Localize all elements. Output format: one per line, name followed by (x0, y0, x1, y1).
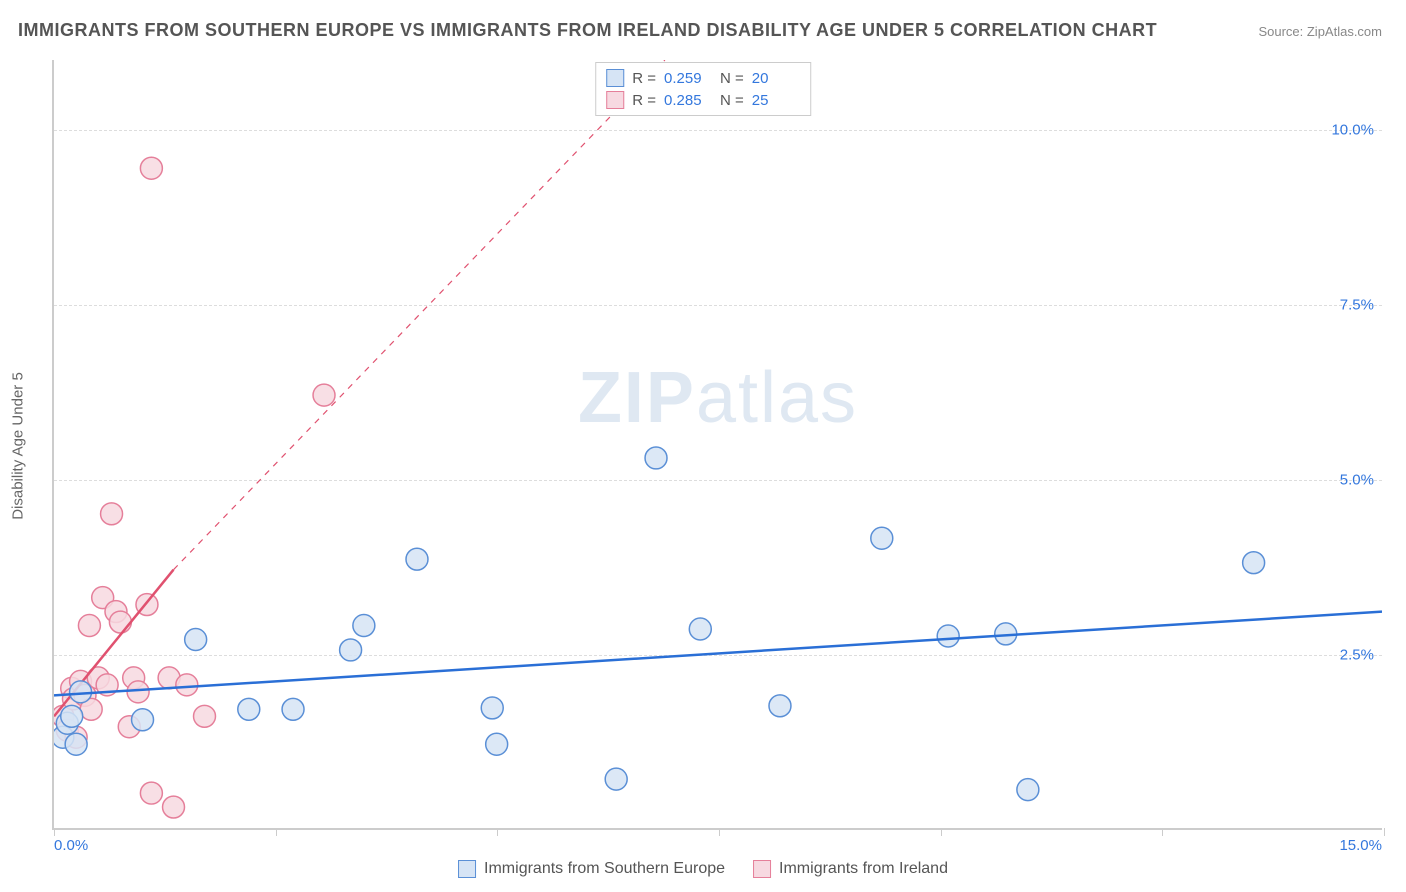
scatter-point-ireland (140, 782, 162, 804)
scatter-point-southern-europe (1017, 779, 1039, 801)
scatter-point-southern-europe (689, 618, 711, 640)
series-legend: Immigrants from Southern Europe Immigran… (458, 860, 948, 878)
scatter-point-southern-europe (70, 681, 92, 703)
scatter-point-southern-europe (605, 768, 627, 790)
swatch-series-2 (606, 91, 624, 109)
correlation-legend: R = 0.259 N = 20 R = 0.285 N = 25 (595, 62, 811, 116)
scatter-point-ireland (163, 796, 185, 818)
scatter-point-southern-europe (937, 625, 959, 647)
n-label: N = (720, 70, 744, 87)
scatter-point-southern-europe (65, 733, 87, 755)
source-attribution: Source: ZipAtlas.com (1258, 24, 1382, 39)
legend-item-2: Immigrants from Ireland (753, 860, 948, 878)
legend-row-series-2: R = 0.285 N = 25 (606, 89, 800, 111)
x-tick (1384, 828, 1385, 836)
x-tick (1162, 828, 1163, 836)
n-value-2: 25 (752, 92, 800, 109)
scatter-point-ireland (127, 681, 149, 703)
scatter-point-ireland (313, 384, 335, 406)
trendline-ireland-dashed (174, 60, 665, 570)
x-tick-label-first: 0.0% (54, 837, 88, 854)
scatter-point-southern-europe (769, 695, 791, 717)
swatch-series-2 (753, 860, 771, 878)
r-label: R = (632, 70, 656, 87)
x-tick (54, 828, 55, 836)
scatter-point-southern-europe (61, 705, 83, 727)
scatter-point-ireland (78, 615, 100, 637)
scatter-svg (54, 60, 1382, 828)
scatter-point-southern-europe (185, 629, 207, 651)
scatter-point-ireland (101, 503, 123, 525)
scatter-point-southern-europe (871, 527, 893, 549)
scatter-point-southern-europe (132, 709, 154, 731)
x-tick (497, 828, 498, 836)
n-value-1: 20 (752, 70, 800, 87)
r-value-2: 0.285 (664, 92, 712, 109)
scatter-point-ireland (140, 157, 162, 179)
scatter-point-southern-europe (1243, 552, 1265, 574)
n-label: N = (720, 92, 744, 109)
r-label: R = (632, 92, 656, 109)
swatch-series-1 (458, 860, 476, 878)
scatter-point-ireland (109, 611, 131, 633)
scatter-point-southern-europe (486, 733, 508, 755)
trendline-southern-europe (54, 612, 1382, 696)
legend-item-1: Immigrants from Southern Europe (458, 860, 725, 878)
y-axis-label: Disability Age Under 5 (10, 372, 27, 520)
series-2-name: Immigrants from Ireland (779, 860, 948, 878)
legend-row-series-1: R = 0.259 N = 20 (606, 67, 800, 89)
series-1-name: Immigrants from Southern Europe (484, 860, 725, 878)
x-tick (941, 828, 942, 836)
r-value-1: 0.259 (664, 70, 712, 87)
chart-title: IMMIGRANTS FROM SOUTHERN EUROPE VS IMMIG… (18, 20, 1157, 41)
x-tick-label-last: 15.0% (1339, 837, 1382, 854)
scatter-point-southern-europe (481, 697, 503, 719)
scatter-point-ireland (194, 705, 216, 727)
scatter-point-southern-europe (238, 698, 260, 720)
scatter-point-southern-europe (340, 639, 362, 661)
x-tick (719, 828, 720, 836)
scatter-point-southern-europe (353, 615, 375, 637)
source-prefix: Source: (1258, 24, 1306, 39)
x-tick (276, 828, 277, 836)
chart-plot-area: ZIPatlas 2.5%5.0%7.5%10.0%0.0%15.0% (52, 60, 1382, 830)
scatter-point-ireland (176, 674, 198, 696)
scatter-point-southern-europe (406, 548, 428, 570)
scatter-point-southern-europe (645, 447, 667, 469)
scatter-point-southern-europe (282, 698, 304, 720)
source-link[interactable]: ZipAtlas.com (1307, 24, 1382, 39)
swatch-series-1 (606, 69, 624, 87)
